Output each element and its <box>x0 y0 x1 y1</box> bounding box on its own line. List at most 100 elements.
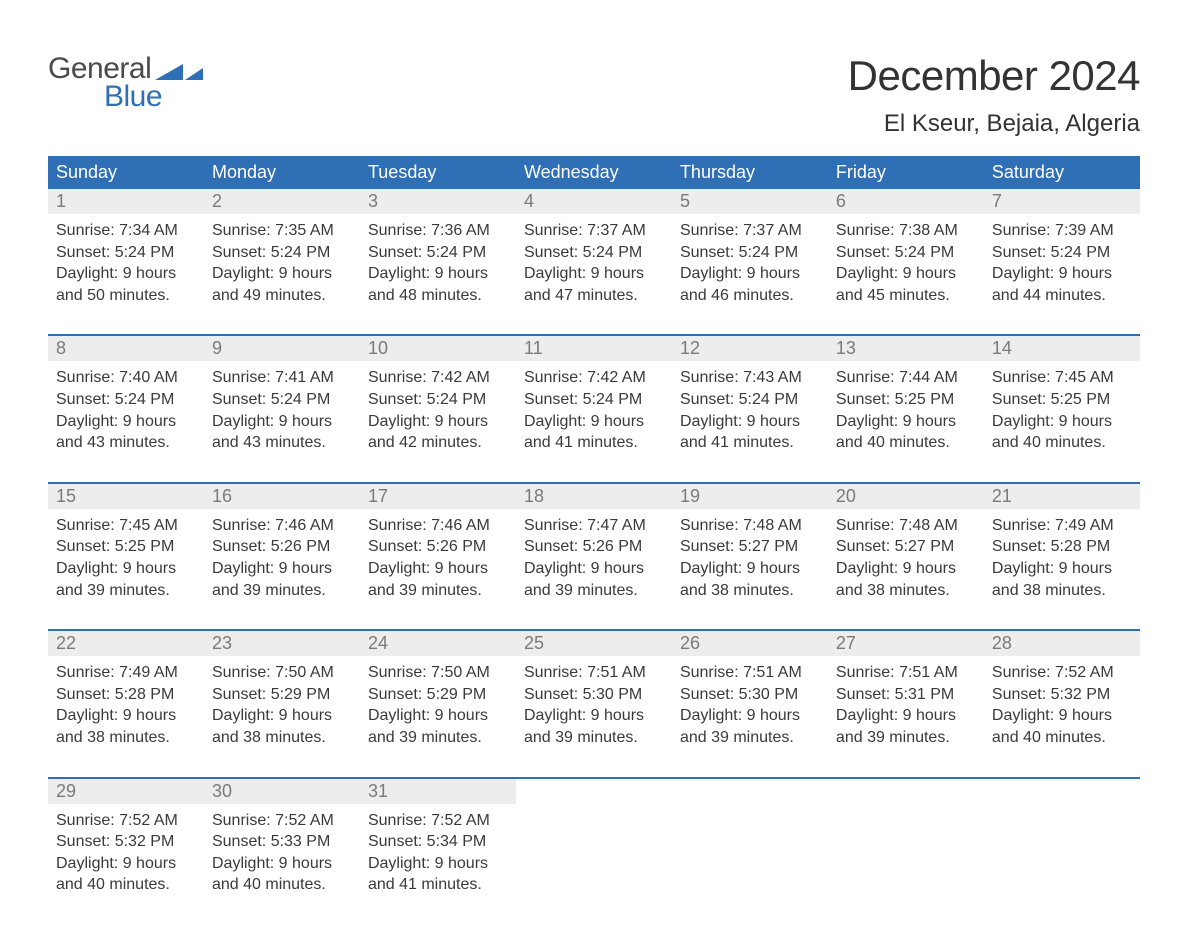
day-number-row: 1234567 <box>48 189 1140 214</box>
day-sunset: Sunset: 5:28 PM <box>56 684 196 706</box>
day-number: 10 <box>360 336 516 361</box>
day-header: Wednesday <box>516 156 672 189</box>
day-d2: and 39 minutes. <box>56 580 196 602</box>
day-sunrise: Sunrise: 7:43 AM <box>680 367 820 389</box>
day-number: 23 <box>204 631 360 656</box>
day-number: 21 <box>984 484 1140 509</box>
day-d2: and 47 minutes. <box>524 285 664 307</box>
day-number <box>984 779 1140 804</box>
day-sunrise: Sunrise: 7:52 AM <box>212 810 352 832</box>
day-cell: Sunrise: 7:50 AMSunset: 5:29 PMDaylight:… <box>204 656 360 748</box>
day-sunrise: Sunrise: 7:50 AM <box>212 662 352 684</box>
day-sunset: Sunset: 5:24 PM <box>680 242 820 264</box>
day-d2: and 39 minutes. <box>524 580 664 602</box>
day-cell: Sunrise: 7:43 AMSunset: 5:24 PMDaylight:… <box>672 361 828 453</box>
day-sunrise: Sunrise: 7:49 AM <box>56 662 196 684</box>
day-number: 7 <box>984 189 1140 214</box>
day-d2: and 41 minutes. <box>368 874 508 896</box>
day-cell: Sunrise: 7:52 AMSunset: 5:32 PMDaylight:… <box>984 656 1140 748</box>
day-header: Monday <box>204 156 360 189</box>
week-spacer <box>48 749 1140 778</box>
day-d2: and 44 minutes. <box>992 285 1132 307</box>
day-d1: Daylight: 9 hours <box>56 853 196 875</box>
day-content-row: Sunrise: 7:52 AMSunset: 5:32 PMDaylight:… <box>48 804 1140 896</box>
day-sunrise: Sunrise: 7:47 AM <box>524 515 664 537</box>
day-sunrise: Sunrise: 7:42 AM <box>524 367 664 389</box>
location-text: El Kseur, Bejaia, Algeria <box>848 110 1140 138</box>
day-d1: Daylight: 9 hours <box>992 411 1132 433</box>
day-header: Saturday <box>984 156 1140 189</box>
day-number: 20 <box>828 484 984 509</box>
day-number: 28 <box>984 631 1140 656</box>
day-header: Sunday <box>48 156 204 189</box>
day-sunset: Sunset: 5:32 PM <box>992 684 1132 706</box>
day-sunset: Sunset: 5:27 PM <box>836 536 976 558</box>
day-d2: and 41 minutes. <box>680 432 820 454</box>
day-sunset: Sunset: 5:24 PM <box>368 242 508 264</box>
day-number-row: 891011121314 <box>48 336 1140 361</box>
day-sunrise: Sunrise: 7:52 AM <box>56 810 196 832</box>
day-sunrise: Sunrise: 7:36 AM <box>368 220 508 242</box>
day-d2: and 42 minutes. <box>368 432 508 454</box>
day-sunrise: Sunrise: 7:52 AM <box>368 810 508 832</box>
day-cell: Sunrise: 7:40 AMSunset: 5:24 PMDaylight:… <box>48 361 204 453</box>
day-sunset: Sunset: 5:27 PM <box>680 536 820 558</box>
day-sunset: Sunset: 5:30 PM <box>524 684 664 706</box>
day-d1: Daylight: 9 hours <box>56 705 196 727</box>
day-number: 1 <box>48 189 204 214</box>
day-d2: and 50 minutes. <box>56 285 196 307</box>
day-d2: and 38 minutes. <box>212 727 352 749</box>
day-d1: Daylight: 9 hours <box>680 411 820 433</box>
day-cell: Sunrise: 7:45 AMSunset: 5:25 PMDaylight:… <box>48 509 204 601</box>
day-number <box>828 779 984 804</box>
day-sunrise: Sunrise: 7:51 AM <box>836 662 976 684</box>
day-cell: Sunrise: 7:48 AMSunset: 5:27 PMDaylight:… <box>672 509 828 601</box>
day-sunrise: Sunrise: 7:38 AM <box>836 220 976 242</box>
day-sunrise: Sunrise: 7:51 AM <box>524 662 664 684</box>
day-d2: and 48 minutes. <box>368 285 508 307</box>
week-spacer <box>48 454 1140 483</box>
day-d2: and 39 minutes. <box>836 727 976 749</box>
day-d2: and 38 minutes. <box>836 580 976 602</box>
day-number: 13 <box>828 336 984 361</box>
day-sunset: Sunset: 5:29 PM <box>212 684 352 706</box>
page-title: December 2024 <box>848 52 1140 100</box>
day-sunset: Sunset: 5:31 PM <box>836 684 976 706</box>
day-d1: Daylight: 9 hours <box>524 705 664 727</box>
day-sunrise: Sunrise: 7:48 AM <box>836 515 976 537</box>
day-content-row: Sunrise: 7:40 AMSunset: 5:24 PMDaylight:… <box>48 361 1140 453</box>
day-number: 15 <box>48 484 204 509</box>
day-d1: Daylight: 9 hours <box>368 411 508 433</box>
day-d1: Daylight: 9 hours <box>680 263 820 285</box>
day-sunset: Sunset: 5:24 PM <box>212 389 352 411</box>
day-number: 31 <box>360 779 516 804</box>
day-number: 27 <box>828 631 984 656</box>
day-cell: Sunrise: 7:52 AMSunset: 5:34 PMDaylight:… <box>360 804 516 896</box>
day-sunset: Sunset: 5:26 PM <box>368 536 508 558</box>
day-d1: Daylight: 9 hours <box>56 558 196 580</box>
day-number: 16 <box>204 484 360 509</box>
day-d1: Daylight: 9 hours <box>524 411 664 433</box>
day-number: 22 <box>48 631 204 656</box>
day-number: 17 <box>360 484 516 509</box>
day-cell: Sunrise: 7:46 AMSunset: 5:26 PMDaylight:… <box>204 509 360 601</box>
day-sunrise: Sunrise: 7:35 AM <box>212 220 352 242</box>
day-header: Tuesday <box>360 156 516 189</box>
day-d2: and 39 minutes. <box>368 580 508 602</box>
day-sunrise: Sunrise: 7:46 AM <box>212 515 352 537</box>
day-d2: and 43 minutes. <box>212 432 352 454</box>
logo-text-blue: Blue <box>104 80 162 114</box>
day-d1: Daylight: 9 hours <box>56 411 196 433</box>
day-d1: Daylight: 9 hours <box>836 411 976 433</box>
day-sunset: Sunset: 5:24 PM <box>992 242 1132 264</box>
day-header-row: SundayMondayTuesdayWednesdayThursdayFrid… <box>48 156 1140 189</box>
day-d1: Daylight: 9 hours <box>992 558 1132 580</box>
day-d2: and 46 minutes. <box>680 285 820 307</box>
day-d2: and 41 minutes. <box>524 432 664 454</box>
day-cell: Sunrise: 7:49 AMSunset: 5:28 PMDaylight:… <box>984 509 1140 601</box>
day-number: 19 <box>672 484 828 509</box>
week-spacer <box>48 306 1140 335</box>
day-sunrise: Sunrise: 7:52 AM <box>992 662 1132 684</box>
day-d2: and 39 minutes. <box>368 727 508 749</box>
day-cell: Sunrise: 7:35 AMSunset: 5:24 PMDaylight:… <box>204 214 360 306</box>
